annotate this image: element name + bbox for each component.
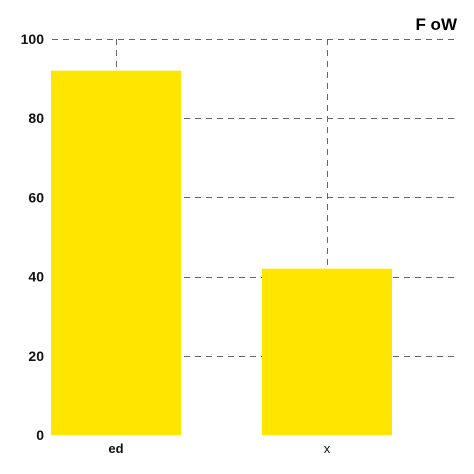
y-axis-ticks: 0 20 40 60 80 100	[21, 31, 45, 443]
y-tick-label-80: 80	[28, 110, 44, 126]
bar-layer	[51, 70, 392, 436]
bar-ed	[51, 70, 181, 436]
y-tick-label-100: 100	[21, 31, 45, 47]
x-tick-label-x: x	[324, 441, 331, 456]
x-axis-labels: ed x	[108, 441, 330, 456]
y-tick-label-60: 60	[28, 189, 44, 205]
x-tick-label-ed: ed	[108, 441, 123, 456]
y-tick-label-20: 20	[28, 348, 44, 364]
chart-title: F oW	[415, 15, 457, 34]
bar-x	[262, 268, 392, 435]
y-tick-label-40: 40	[28, 269, 44, 285]
y-tick-label-0: 0	[36, 427, 44, 443]
